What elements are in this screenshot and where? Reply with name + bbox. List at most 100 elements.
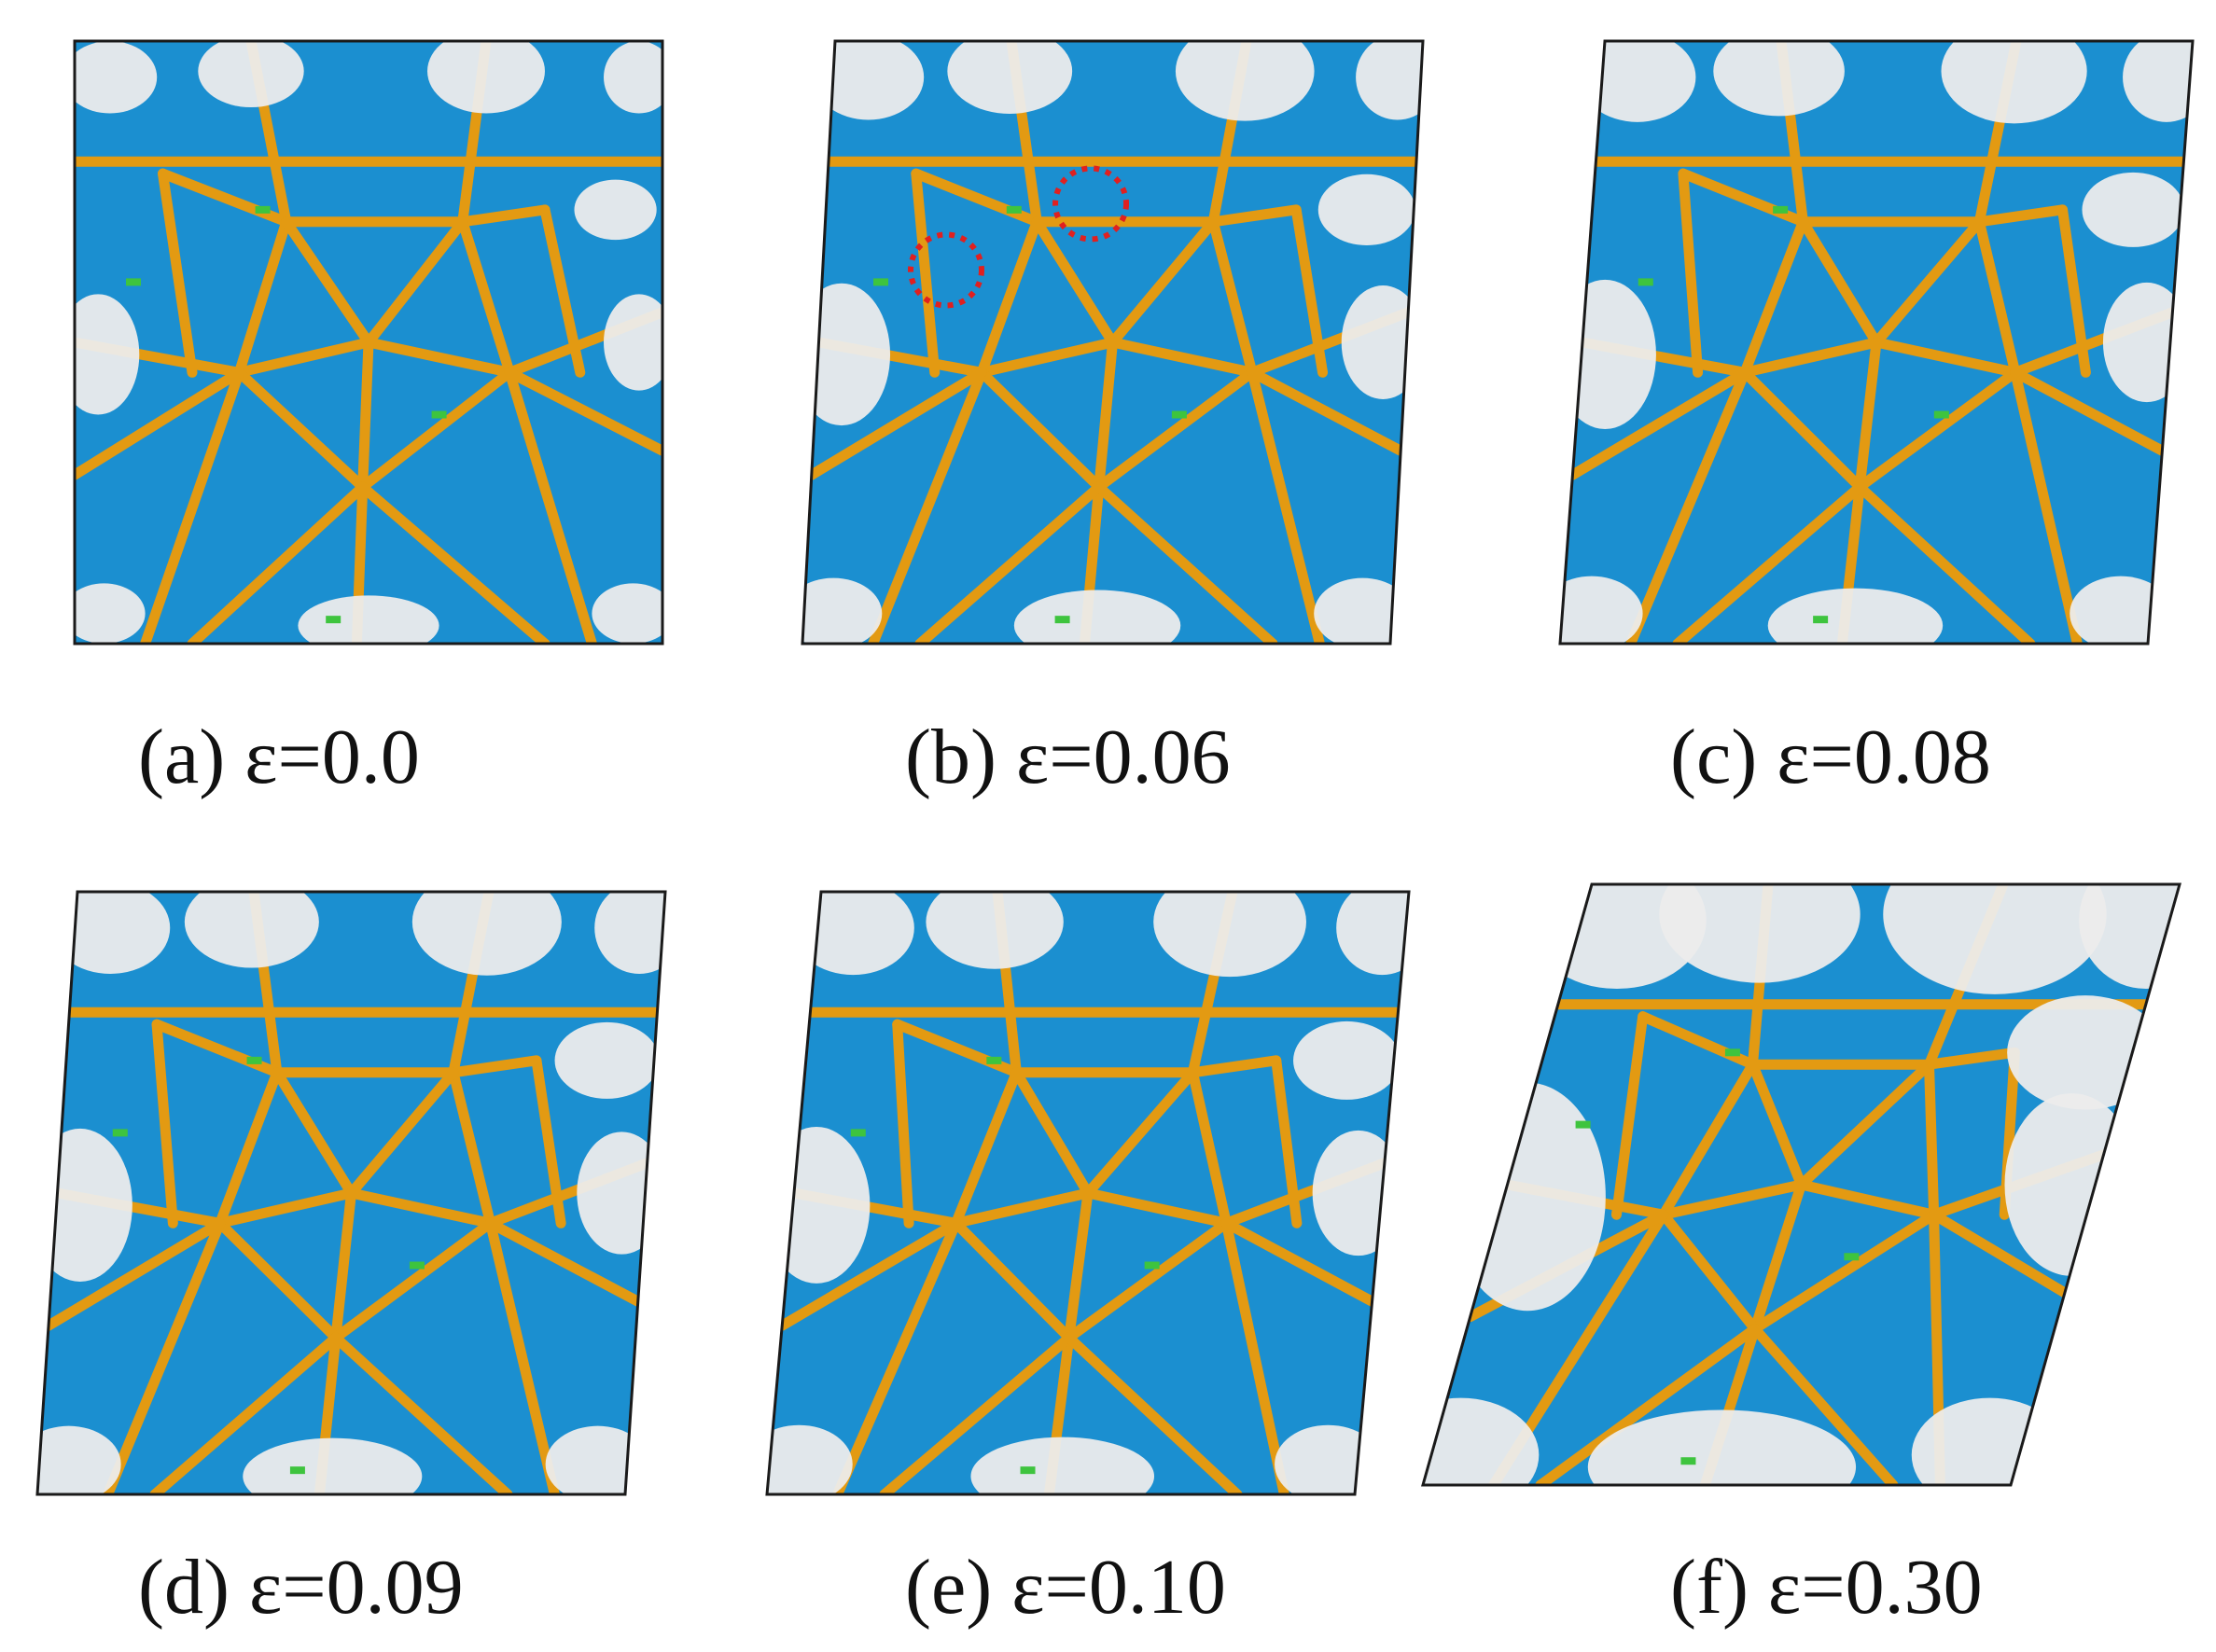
grain-boundary-e-8	[1010, 1067, 1094, 1199]
grain-boundary-f-6	[1658, 1059, 1758, 1220]
grain-boundary-d-20	[149, 1332, 341, 1494]
grain-boundary-a-23	[504, 367, 662, 456]
grain-boundary-c-18	[1625, 367, 1750, 644]
grain-boundary-d-14	[330, 1217, 496, 1343]
amorphous-cluster-c-4	[1560, 279, 1656, 430]
grain-boundary-d-9	[346, 1067, 459, 1199]
grain-boundary-b-19	[1247, 367, 1325, 644]
grain-boundary-e-6	[951, 1067, 1022, 1229]
amorphous-cluster-c-9	[2082, 172, 2184, 247]
grain-boundary-e-21	[1064, 1332, 1243, 1494]
grain-boundary-a-8	[281, 216, 374, 348]
grain-boundary-c-20	[1672, 481, 1865, 644]
grain-boundary-e-9	[1082, 1067, 1198, 1199]
grain-boundary-c-12	[1854, 337, 1882, 493]
grain-boundary-b-8	[1031, 216, 1118, 348]
grain-boundary-f-7	[1924, 1059, 1940, 1220]
grain-boundary-d-23	[485, 1217, 644, 1307]
grain-boundary-c-6	[1739, 216, 1808, 378]
grain-boundary-a-24	[158, 168, 198, 378]
snapshot-panel-e	[765, 890, 1411, 1496]
amorphous-cluster-a-6	[298, 595, 439, 644]
grain-boundary-d-13	[215, 1217, 341, 1343]
grain-boundary-d-21	[330, 1332, 513, 1494]
defect-speck-c-0	[1773, 205, 1789, 214]
amorphous-cluster-b-3	[1356, 41, 1423, 120]
defect-speck-a-1	[431, 410, 447, 419]
grain-boundary-f-9	[1796, 1059, 1934, 1190]
grain-boundary-b-10	[976, 337, 1118, 378]
grain-boundary-a-14	[357, 367, 515, 493]
panel-outline-a	[73, 39, 664, 646]
amorphous-cluster-b-5	[1341, 285, 1423, 399]
amorphous-cluster-a-1	[198, 41, 304, 108]
grain-boundary-c-13	[1739, 367, 1865, 493]
grain-boundary-a-18	[140, 367, 244, 644]
grain-boundary-e-3	[892, 1019, 1022, 1078]
grain-boundary-c-11	[1871, 337, 2021, 378]
amorphous-cluster-a-9	[574, 179, 657, 241]
defect-speck-d-1	[409, 1261, 425, 1270]
amorphous-cluster-a-5	[604, 294, 662, 391]
grain-boundary-a-19	[504, 367, 597, 644]
caption-d: (d) ε=0.09	[138, 1544, 464, 1631]
amorphous-cluster-a-2	[427, 41, 545, 114]
caption-c: (c) ε=0.08	[1670, 714, 1991, 800]
defect-speck-f-1	[1844, 1253, 1860, 1261]
grain-boundary-a-20	[187, 481, 369, 644]
caption-a: (a) ε=0.0	[138, 714, 420, 800]
grain-boundary-e-23	[1220, 1217, 1378, 1307]
grain-boundary-d-18	[103, 1217, 226, 1494]
grain-boundary-f-14	[1749, 1209, 1940, 1335]
grain-boundary-f-12	[1749, 1179, 1806, 1335]
grain-boundary-b-9	[1108, 216, 1219, 348]
defect-speck-b-0	[1006, 205, 1022, 214]
grain-boundary-e-18	[832, 1217, 961, 1494]
amorphous-cluster-d-1	[184, 892, 319, 968]
snapshot-panel-d	[35, 890, 667, 1496]
snapshot-panel-a	[73, 39, 664, 646]
grain-boundary-c-7	[1973, 216, 2021, 378]
amorphous-cluster-c-0	[1579, 41, 1696, 122]
snapshot-panel-f	[1421, 882, 2181, 1487]
defect-speck-c-2	[1813, 616, 1829, 624]
amorphous-cluster-e-9	[1293, 1020, 1401, 1100]
defect-speck-e-3	[850, 1129, 866, 1137]
grain-boundary-c-8	[1797, 216, 1882, 348]
amorphous-cluster-e-4	[767, 1126, 871, 1284]
grain-boundary-b-23	[1247, 367, 1406, 456]
grain-boundary-a-12	[357, 337, 374, 493]
amorphous-cluster-a-4	[75, 294, 140, 415]
grain-boundary-c-24	[1678, 168, 1704, 378]
amorphous-cluster-e-7	[767, 1424, 853, 1494]
amorphous-cluster-e-3	[1336, 892, 1409, 976]
grain-boundary-c-25	[2057, 204, 2091, 378]
grain-boundary-c-23	[2010, 367, 2167, 456]
defect-speck-e-0	[986, 1056, 1002, 1064]
amorphous-cluster-c-2	[1941, 41, 2087, 124]
grain-boundary-e-12	[1064, 1187, 1094, 1343]
amorphous-cluster-c-6	[1767, 588, 1944, 644]
snapshot-panel-b	[801, 39, 1425, 646]
caption-e: (e) ε=0.10	[905, 1544, 1226, 1631]
panel-outline-d	[35, 890, 667, 1496]
amorphous-cluster-f-1	[1659, 884, 1861, 983]
panel-outline-f	[1421, 882, 2181, 1487]
grain-boundary-e-19	[1220, 1217, 1289, 1494]
grain-boundary-c-9	[1871, 216, 1985, 348]
amorphous-cluster-d-0	[50, 892, 171, 974]
grain-boundary-f-13	[1658, 1209, 1761, 1335]
grain-boundary-c-22	[1567, 367, 1750, 480]
grain-boundary-a-9	[363, 216, 468, 348]
grain-boundary-f-10	[1658, 1179, 1806, 1220]
amorphous-cluster-f-6	[1587, 1409, 1857, 1485]
amorphous-cluster-d-5	[577, 1131, 665, 1255]
amorphous-cluster-b-0	[813, 41, 925, 120]
defect-speck-d-3	[112, 1129, 128, 1137]
grain-boundary-c-14	[1854, 367, 2021, 493]
defect-speck-a-3	[126, 278, 141, 286]
grain-boundary-c-21	[1854, 481, 2036, 644]
defect-speck-f-2	[1680, 1457, 1696, 1465]
grain-boundary-a-7	[457, 216, 515, 378]
